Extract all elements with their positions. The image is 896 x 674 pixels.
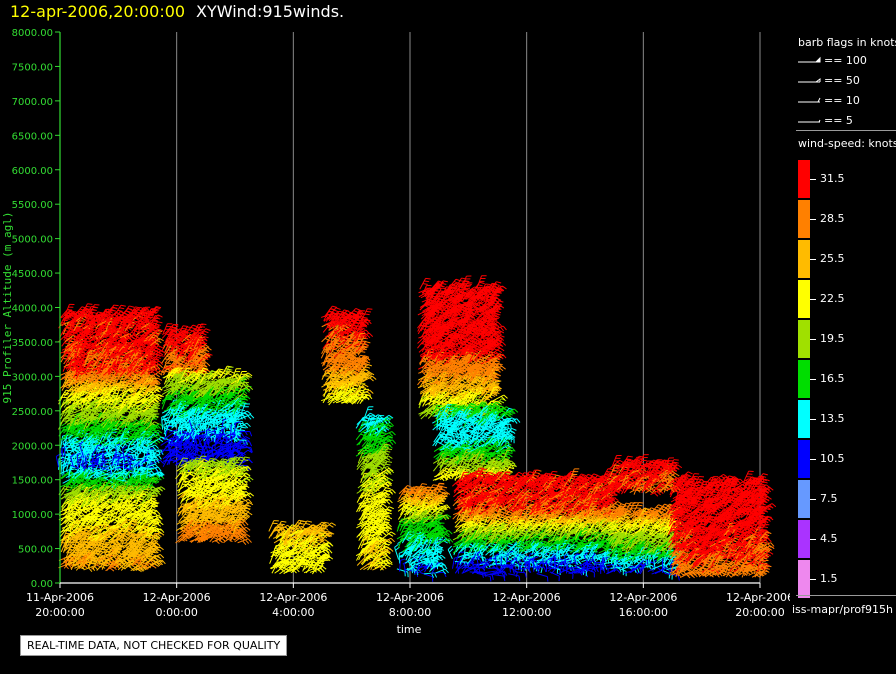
barb-flag bbox=[110, 568, 114, 571]
barb-flag bbox=[112, 433, 116, 435]
barb-flag bbox=[86, 306, 91, 307]
barb-flag bbox=[79, 321, 84, 322]
barb-flag bbox=[90, 563, 95, 564]
barb-flag bbox=[118, 310, 123, 311]
barb-flag bbox=[87, 304, 92, 305]
wind-barbs bbox=[56, 276, 776, 582]
barb-shaft bbox=[61, 436, 63, 448]
barb-flag bbox=[121, 485, 126, 486]
barb-shaft bbox=[92, 458, 93, 472]
barb-shaft bbox=[62, 448, 63, 461]
barb-flag bbox=[77, 361, 82, 362]
barb-flag bbox=[89, 568, 92, 572]
barb-flag bbox=[87, 377, 92, 378]
barb-flag bbox=[100, 500, 105, 501]
barb-flag bbox=[121, 305, 126, 306]
barb-flag bbox=[119, 308, 124, 309]
barb-shaft bbox=[61, 463, 62, 476]
wind-profile-plot: 0.00500.001000.001500.002000.002500.0030… bbox=[0, 0, 790, 640]
barb-shaft bbox=[56, 456, 58, 467]
barb-flag bbox=[93, 557, 98, 558]
barb-flag bbox=[76, 364, 81, 365]
barb-flag bbox=[113, 327, 118, 328]
